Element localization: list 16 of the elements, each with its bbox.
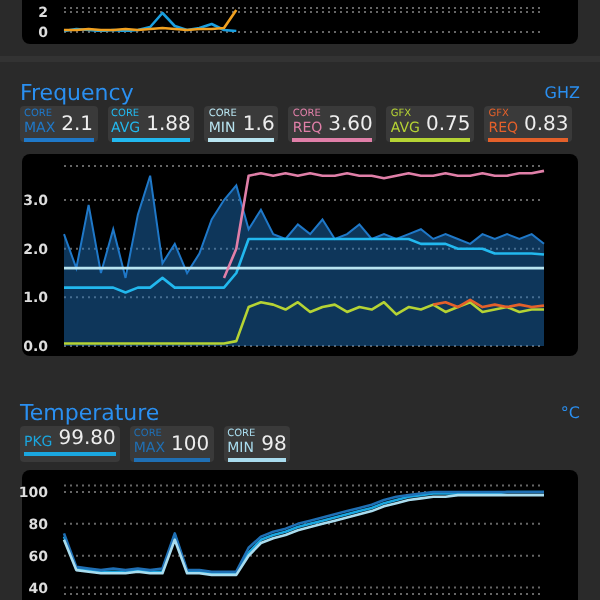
text: 1.88 (146, 114, 191, 136)
y-axis-title: GHZ (544, 84, 580, 102)
text: 0.75 (425, 114, 471, 136)
chart-title: Frequency (20, 80, 134, 106)
line-series (62, 237, 546, 294)
text: 0.83 (524, 114, 569, 136)
text: 100 (171, 434, 210, 456)
text: 2.1 (61, 114, 94, 136)
text: 99.80 (58, 428, 116, 450)
text: 3.60 (328, 114, 373, 136)
text: 1.6 (242, 114, 275, 136)
y-axis-title: °C (560, 404, 580, 422)
line-series (62, 300, 546, 345)
line-series (222, 169, 546, 280)
chart-title: Temperature (20, 400, 160, 426)
text: 98 (261, 434, 287, 456)
